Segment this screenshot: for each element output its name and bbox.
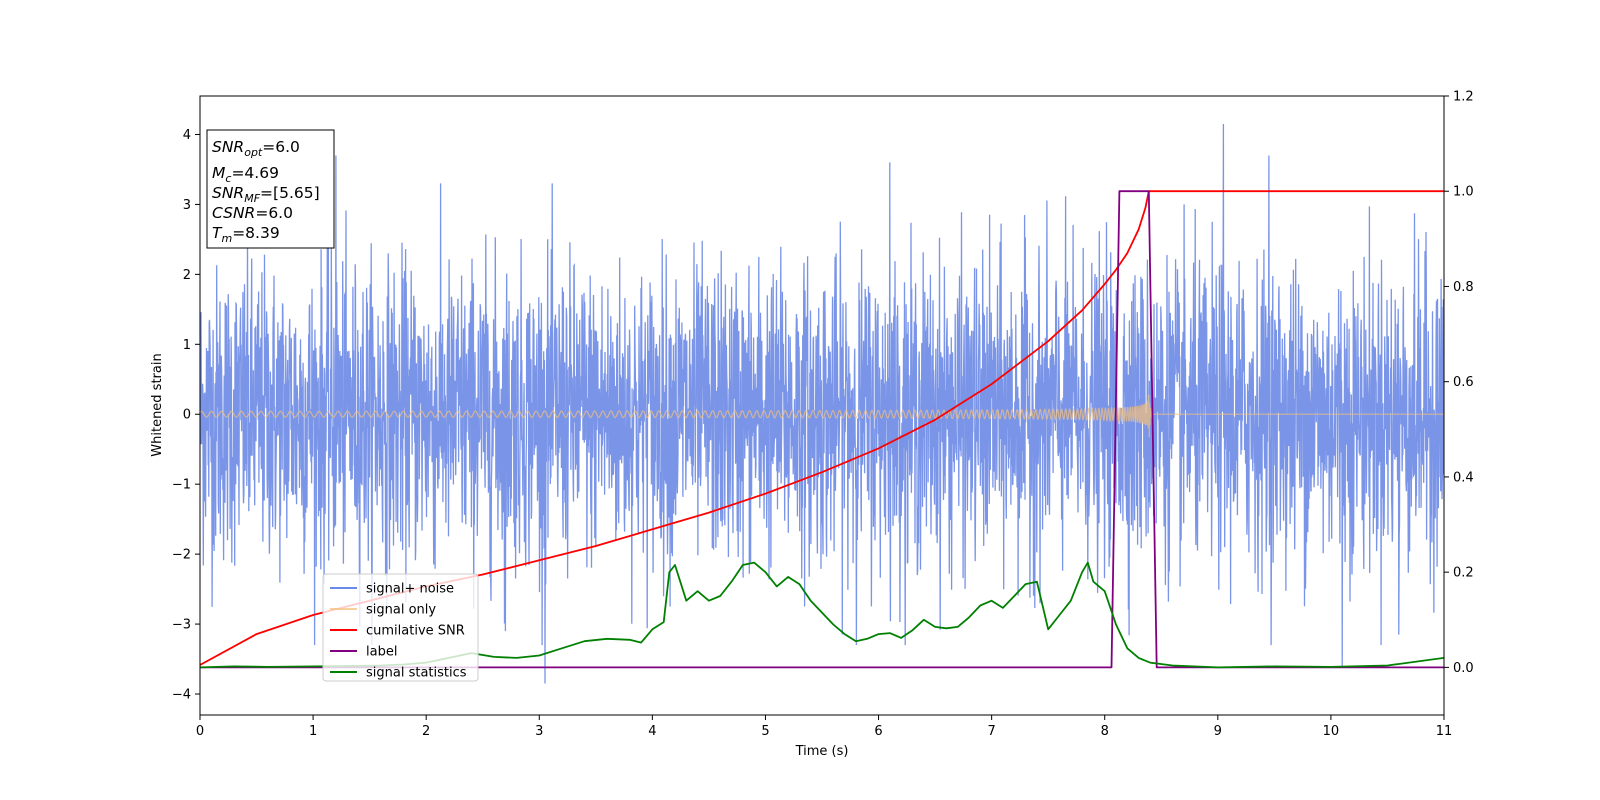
signal-noise-line	[200, 123, 1444, 684]
y-left-tick-label: 0	[183, 408, 191, 423]
axes-layer: 0 1 2 3 4 5 6 7 8 9 10 11 −4 −3 −2 −1 0 1 2 3 4 0.0 0.2 0.4 0.6 0…	[172, 90, 1474, 740]
legend-label: signal only	[366, 603, 436, 618]
annotation-line: SNRopt=6.0	[212, 138, 300, 159]
x-tick-label: 9	[1214, 724, 1222, 739]
legend-label: signal+ noise	[366, 582, 454, 597]
x-tick-label: 7	[987, 724, 995, 739]
y-left-tick-label: −4	[172, 688, 191, 703]
x-tick-label: 10	[1323, 724, 1340, 739]
x-tick-label: 6	[874, 724, 882, 739]
signal-only-line	[200, 394, 1444, 438]
x-tick-label: 1	[309, 724, 317, 739]
y-right-tick-label: 1.0	[1453, 185, 1474, 200]
y-left-tick-label: −3	[172, 618, 191, 633]
y-right-tick-label: 1.2	[1453, 90, 1474, 105]
y-right-tick-label: 0.0	[1453, 661, 1474, 676]
x-tick-label: 4	[648, 724, 656, 739]
legend-label: label	[366, 645, 397, 660]
y-right-tick-label: 0.8	[1453, 280, 1474, 295]
y-right-tick-label: 0.4	[1453, 470, 1474, 485]
y-left-tick-label: 3	[183, 198, 191, 213]
legend-label: signal statistics	[366, 666, 467, 681]
y-left-tick-label: −2	[172, 548, 191, 563]
x-axis-label: Time (s)	[795, 744, 849, 759]
y-right-tick-label: 0.2	[1453, 566, 1474, 581]
y-left-tick-label: 4	[183, 128, 191, 143]
y-left-tick-label: −1	[172, 478, 191, 493]
x-tick-label: 0	[196, 724, 204, 739]
x-tick-label: 3	[535, 724, 543, 739]
annotation-line: Tm=8.39	[212, 224, 280, 245]
x-tick-label: 2	[422, 724, 430, 739]
x-tick-label: 11	[1436, 724, 1453, 739]
signal-statistics-line	[200, 561, 1444, 669]
annotation-line: Mc=4.69	[212, 164, 279, 185]
annotation-line: SNRMF=[5.65]	[212, 184, 320, 205]
y-right-tick-label: 0.6	[1453, 375, 1474, 390]
x-tick-label: 5	[761, 724, 769, 739]
plot-frame	[199, 95, 1445, 716]
y-axis-label: Whitened strain	[150, 353, 165, 456]
legend: signal+ noise signal only cumilative SNR la…	[322, 573, 479, 682]
y-left-tick-label: 1	[183, 338, 191, 353]
legend-label: cumilative SNR	[366, 624, 465, 639]
annotation-line: CSNR=6.0	[212, 204, 293, 222]
y-left-tick-label: 2	[183, 268, 191, 283]
x-tick-label: 8	[1101, 724, 1109, 739]
